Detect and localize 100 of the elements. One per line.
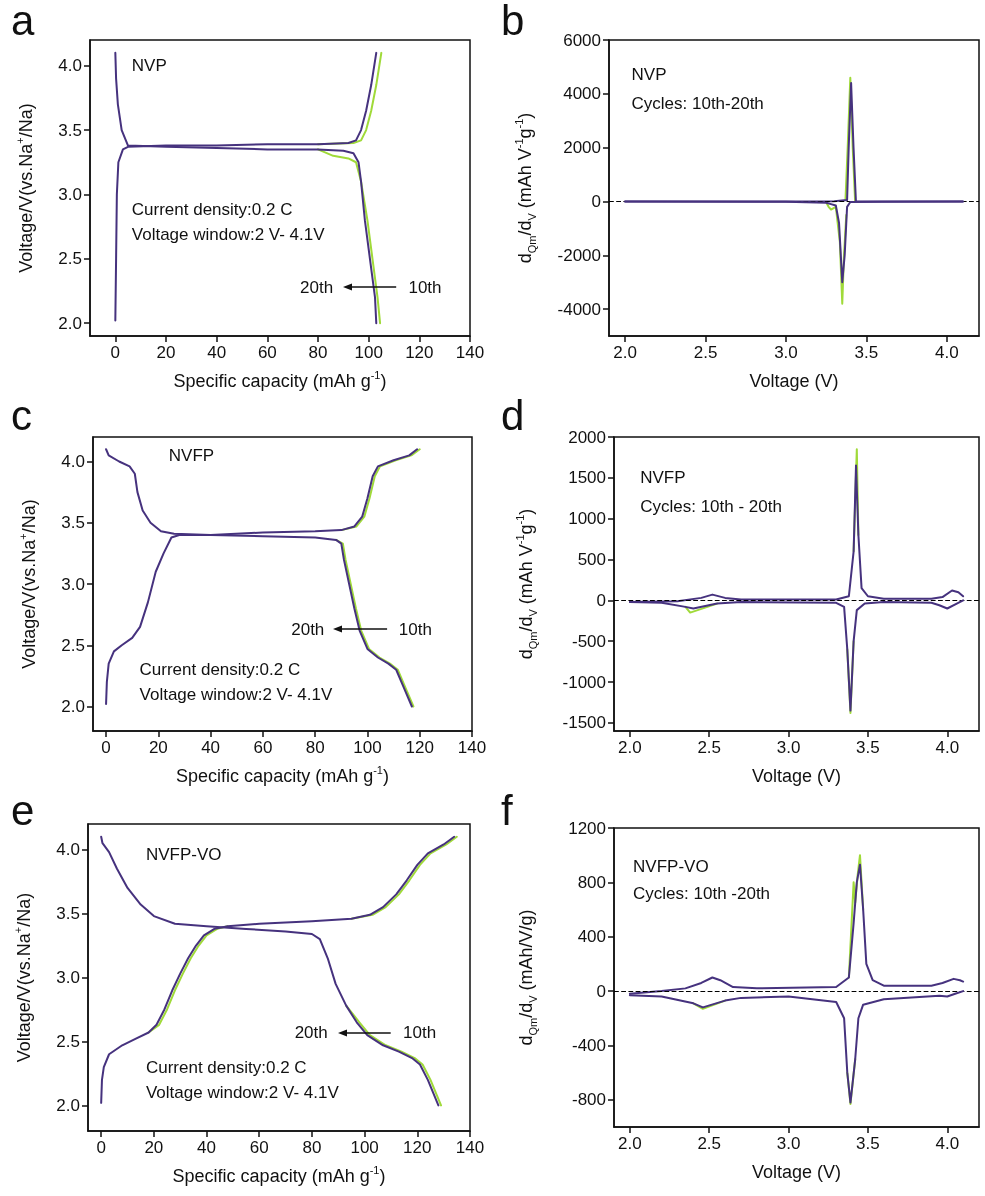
annotation: 10th bbox=[398, 619, 432, 639]
annotation: 10th bbox=[403, 1023, 437, 1042]
y-tick-label: 2.0 bbox=[56, 1095, 80, 1115]
annotation: Cycles: 10th-20th bbox=[631, 93, 764, 113]
y-tick-label: -1000 bbox=[562, 672, 606, 692]
y-tick-label: 2.0 bbox=[61, 697, 85, 716]
y-tick-label: 2.0 bbox=[58, 313, 82, 333]
y-axis-title: dQm/dV (mAh/V/g) bbox=[516, 909, 539, 1046]
chart-title: d bbox=[501, 391, 525, 439]
x-tick-label: 3.0 bbox=[776, 1134, 801, 1153]
x-tick-label: 0 bbox=[110, 343, 121, 362]
x-tick-label: 140 bbox=[455, 343, 485, 362]
annotation: NVFP-VO bbox=[633, 856, 709, 876]
x-tick-label: 3.0 bbox=[776, 738, 801, 757]
x-tick-label: 40 bbox=[207, 343, 227, 362]
x-tick-label: 140 bbox=[457, 738, 487, 757]
annotation: 20th bbox=[294, 1023, 328, 1042]
annotation: NVP bbox=[631, 65, 667, 85]
chart-title: c bbox=[11, 391, 32, 439]
x-tick-label: 60 bbox=[253, 738, 273, 757]
annotation: Cycles: 10th - 20th bbox=[640, 496, 782, 516]
annotation: 20th bbox=[291, 619, 325, 639]
chart-title: e bbox=[11, 786, 35, 834]
x-tick-label: 40 bbox=[197, 1138, 217, 1157]
x-tick-label: 3.5 bbox=[854, 343, 879, 362]
x-axis-title: Voltage (V) bbox=[749, 371, 839, 391]
x-tick-label: 3.0 bbox=[774, 343, 798, 362]
y-tick-label: 1200 bbox=[568, 818, 606, 838]
x-tick-label: 3.5 bbox=[856, 1134, 880, 1153]
x-tick-label: 20 bbox=[148, 738, 168, 757]
y-tick-label: -500 bbox=[571, 631, 606, 651]
annotation: Cycles: 10th -20th bbox=[633, 883, 771, 903]
annotation: NVFP-VO bbox=[145, 845, 222, 865]
y-tick-label: 2.5 bbox=[61, 635, 85, 655]
x-tick-label: 4.0 bbox=[935, 1134, 960, 1153]
y-tick-label: -1500 bbox=[562, 713, 606, 733]
y-tick-label: 3.5 bbox=[58, 120, 82, 140]
y-axis-title: Voltage/V(vs.Na+/Na) bbox=[11, 892, 34, 1063]
x-tick-label: 100 bbox=[354, 343, 383, 362]
x-tick-label: 4.0 bbox=[935, 343, 959, 362]
annotation: 10th bbox=[408, 277, 442, 297]
x-tick-label: 4.0 bbox=[935, 738, 960, 757]
annotation: NVP bbox=[131, 56, 167, 76]
y-axis-title: Voltage/V(vs.Na+/Na) bbox=[16, 499, 39, 669]
chart-title: b bbox=[501, 0, 525, 44]
y-tick-label: 4.0 bbox=[61, 452, 85, 471]
x-tick-label: 120 bbox=[403, 1138, 432, 1157]
annotation: 20th bbox=[300, 277, 334, 297]
y-tick-label: 1000 bbox=[568, 509, 606, 529]
x-tick-label: 120 bbox=[405, 738, 434, 757]
chart-title: f bbox=[501, 786, 513, 834]
x-tick-label: 2.5 bbox=[697, 738, 722, 757]
x-tick-label: 0 bbox=[101, 738, 111, 757]
x-tick-label: 2.0 bbox=[618, 738, 642, 757]
x-tick-label: 80 bbox=[308, 343, 328, 362]
y-tick-label: 4000 bbox=[563, 84, 601, 104]
x-tick-label: 20 bbox=[156, 343, 176, 362]
x-axis-title: Voltage (V) bbox=[751, 766, 842, 786]
annotation: Current density:0.2 C bbox=[131, 200, 293, 220]
text: dQm/dV (mAh V-1g-1) bbox=[513, 508, 539, 660]
y-tick-label: 400 bbox=[577, 927, 606, 947]
y-tick-label: -800 bbox=[571, 1090, 606, 1110]
y-tick-label: -2000 bbox=[557, 245, 601, 265]
annotation: Voltage window:2 V- 4.1V bbox=[145, 1083, 340, 1103]
y-tick-label: 2.5 bbox=[58, 249, 82, 269]
y-tick-label: 4.0 bbox=[56, 840, 80, 860]
annotation: Voltage window:2 V- 4.1V bbox=[131, 224, 326, 244]
y-tick-label: 0 bbox=[591, 191, 601, 211]
x-tick-label: 3.5 bbox=[856, 738, 880, 757]
chart-title: a bbox=[11, 0, 35, 44]
annotation: Voltage window:2 V- 4.1V bbox=[139, 684, 333, 704]
annotation: Current density:0.2 C bbox=[139, 660, 301, 680]
y-tick-label: 500 bbox=[577, 550, 606, 569]
x-tick-label: 120 bbox=[405, 343, 434, 362]
y-tick-label: 3.0 bbox=[58, 184, 82, 204]
y-tick-label: 3.5 bbox=[56, 904, 80, 924]
y-tick-label: 2000 bbox=[563, 138, 601, 158]
y-tick-label: 3.0 bbox=[56, 968, 80, 987]
y-tick-label: 2.5 bbox=[56, 1031, 80, 1051]
y-tick-label: 1500 bbox=[568, 468, 606, 488]
y-tick-label: 6000 bbox=[563, 30, 601, 50]
x-axis-title: Voltage (V) bbox=[751, 1162, 842, 1182]
y-tick-label: 0 bbox=[596, 981, 606, 1001]
x-tick-label: 140 bbox=[455, 1138, 485, 1157]
x-tick-label: 100 bbox=[353, 738, 382, 757]
x-tick-label: 2.0 bbox=[613, 343, 637, 362]
x-tick-label: 2.5 bbox=[697, 1134, 722, 1153]
annotation: NVFP bbox=[640, 468, 686, 488]
y-tick-label: 4.0 bbox=[58, 56, 82, 76]
x-tick-label: 0 bbox=[96, 1138, 106, 1157]
text: dQm/dV (mAh V-1g-1) bbox=[512, 112, 538, 264]
x-tick-label: 40 bbox=[201, 738, 221, 757]
annotation: Current density:0.2 C bbox=[145, 1057, 307, 1077]
annotation: NVFP bbox=[168, 445, 215, 465]
y-tick-label: -400 bbox=[571, 1035, 606, 1055]
y-tick-label: 3.0 bbox=[61, 574, 85, 594]
y-tick-label: 800 bbox=[577, 872, 606, 892]
x-tick-label: 60 bbox=[257, 343, 277, 362]
x-tick-label: 80 bbox=[302, 1138, 322, 1157]
x-tick-label: 2.5 bbox=[693, 343, 718, 362]
